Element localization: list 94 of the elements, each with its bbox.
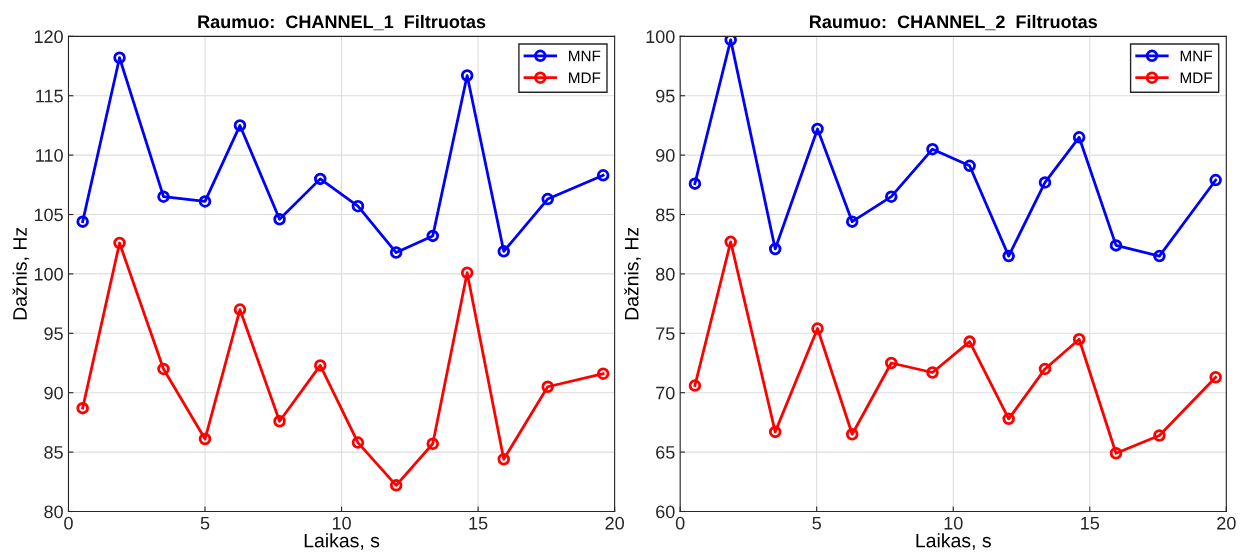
point: [426, 437, 440, 451]
point: [688, 177, 702, 190]
y-tick-label: 80: [44, 505, 63, 519]
point: [596, 367, 610, 380]
point: [768, 425, 782, 439]
x-axis-title: Laikas, s: [916, 533, 991, 550]
point: [541, 192, 554, 206]
x-tick-label: 20: [605, 516, 624, 530]
point: [885, 190, 898, 203]
point: [233, 303, 247, 316]
y-tick-label: 110: [36, 149, 63, 162]
point: [926, 366, 939, 379]
point: [1072, 332, 1086, 346]
point: [460, 266, 474, 279]
point: [389, 479, 403, 492]
legend-label: MNF: [1180, 50, 1212, 62]
x-tick-label: 15: [1081, 517, 1100, 530]
y-tick-label: 100: [34, 267, 63, 281]
y-tick-label: 80: [656, 267, 675, 281]
point: [768, 242, 782, 256]
point: [351, 199, 365, 213]
point: [460, 69, 474, 82]
y-tick-label: 65: [656, 446, 675, 459]
point: [845, 215, 859, 228]
point: [497, 245, 511, 258]
point: [157, 190, 170, 203]
point: [1209, 173, 1222, 187]
point: [113, 236, 126, 250]
y-axis-title: Dažnis, Hz: [624, 227, 641, 320]
point: [724, 235, 737, 249]
y-tick-label: 120: [34, 30, 63, 44]
y-tick-label: 100: [646, 30, 675, 44]
chart-title: Raumuo: CHANNEL_2 Filtruotas: [810, 14, 1097, 31]
point: [113, 51, 126, 64]
point: [233, 119, 247, 132]
point: [1038, 176, 1052, 189]
point: [541, 380, 554, 394]
point: [1038, 362, 1052, 376]
point: [426, 229, 440, 243]
y-tick-label: 90: [44, 386, 63, 400]
y-tick-label: 85: [44, 446, 63, 459]
x-axis-title: Laikas, s: [304, 533, 380, 550]
point: [314, 359, 327, 372]
point: [76, 401, 89, 415]
x-tick-label: 5: [200, 517, 210, 530]
point: [885, 356, 898, 370]
point: [1109, 239, 1123, 252]
point: [1209, 371, 1222, 384]
y-tick-label: 70: [656, 386, 675, 400]
point: [688, 379, 702, 392]
point: [1072, 131, 1086, 144]
point: [157, 362, 170, 376]
point: [314, 172, 327, 186]
y-tick-label: 115: [36, 89, 63, 103]
point: [963, 159, 976, 173]
y-tick-label: 85: [656, 208, 675, 222]
legend-label: MDF: [1180, 72, 1212, 84]
y-axis-title: Dažnis, Hz: [12, 227, 30, 320]
point: [351, 436, 365, 449]
point: [497, 452, 511, 466]
x-tick-label: 10: [944, 516, 963, 530]
point: [845, 428, 859, 441]
y-tick-label: 95: [44, 327, 63, 341]
point: [724, 36, 737, 47]
x-tick-label: 0: [675, 516, 685, 530]
point: [198, 432, 212, 446]
point: [1002, 412, 1015, 426]
y-tick-label: 95: [656, 89, 675, 103]
y-tick-label: 105: [34, 208, 63, 222]
y-tick-label: 75: [656, 327, 675, 341]
y-tick-label: 90: [656, 149, 675, 162]
point: [811, 122, 824, 136]
legend-label: MNF: [569, 50, 601, 62]
point: [273, 414, 286, 428]
x-tick-label: 0: [64, 516, 73, 530]
x-tick-label: 10: [332, 516, 351, 530]
point: [963, 335, 976, 348]
point: [76, 215, 89, 228]
x-tick-label: 5: [812, 517, 821, 530]
chart-title: Raumuo: CHANNEL_1 Filtruotas: [198, 14, 486, 31]
point: [596, 169, 610, 182]
point: [926, 142, 939, 156]
point: [198, 195, 212, 208]
point: [1153, 249, 1166, 263]
point: [1109, 447, 1123, 460]
legend-label: MDF: [569, 72, 601, 84]
point: [811, 322, 824, 335]
x-tick-label: 20: [1217, 516, 1236, 530]
point: [1153, 429, 1166, 442]
point: [389, 246, 403, 259]
point: [1002, 249, 1015, 263]
y-tick-label: 60: [656, 505, 675, 519]
x-tick-label: 15: [469, 517, 488, 530]
point: [273, 213, 286, 226]
